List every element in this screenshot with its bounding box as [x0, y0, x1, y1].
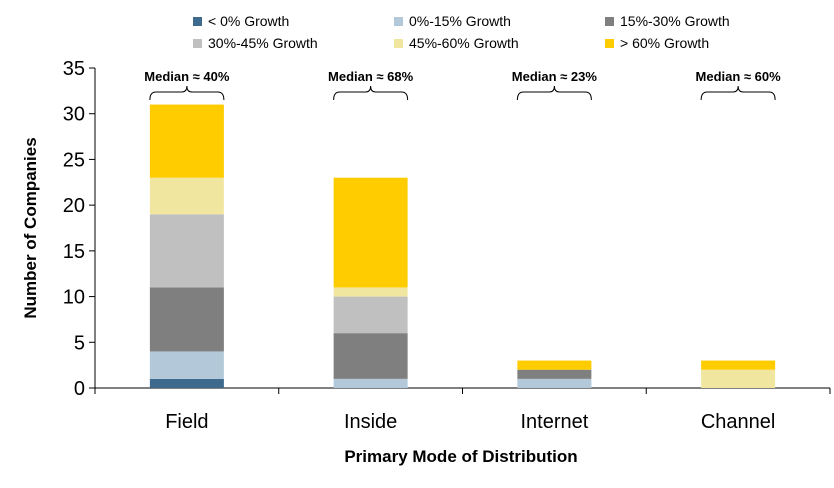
- annotations: Median ≈ 40% Median ≈ 68% Median ≈ 23% Medi…: [144, 69, 782, 101]
- legend-item-45-60: 45%-60% Growth: [394, 35, 519, 51]
- legend-label: > 60% Growth: [620, 35, 710, 51]
- legend-label: 45%-60% Growth: [409, 35, 519, 51]
- legend-item-lt0: < 0% Growth: [193, 13, 289, 29]
- bar-segment: [333, 287, 408, 297]
- median-brace: [149, 85, 225, 101]
- bar-segment: [149, 177, 224, 215]
- bar-segment: [701, 360, 776, 370]
- bar-segment: [333, 378, 408, 388]
- y-tick-label: 15: [63, 241, 85, 263]
- legend-swatch: [394, 16, 403, 26]
- legend-label: 0%-15% Growth: [409, 13, 511, 29]
- median-label: Median ≈ 68%: [328, 69, 414, 84]
- bar-segment: [517, 378, 592, 388]
- legend-swatch: [394, 38, 403, 48]
- x-tick-label: Internet: [520, 411, 588, 433]
- median-label: Median ≈ 40%: [144, 69, 230, 84]
- x-tick-label: Field: [165, 411, 208, 433]
- legend-label: < 0% Growth: [208, 13, 290, 29]
- median-brace: [700, 85, 776, 101]
- legend-swatch: [193, 16, 202, 26]
- median-brace: [516, 85, 592, 101]
- bar-segment: [517, 360, 592, 370]
- bar-segment: [333, 177, 408, 288]
- legend: < 0% Growth 0%-15% Growth 15%-30% Growth…: [193, 13, 793, 57]
- bar-segment: [149, 287, 224, 352]
- median-brace: [333, 85, 409, 101]
- y-tick-label: 0: [74, 378, 85, 400]
- bar-segment: [149, 104, 224, 178]
- y-tick-label: 30: [63, 104, 85, 126]
- bars: [149, 104, 776, 388]
- bar-segment: [333, 333, 408, 379]
- median-label: Median ≈ 60%: [696, 69, 782, 84]
- y-tick-label: 10: [63, 287, 85, 309]
- x-tick-label: Channel: [701, 411, 776, 433]
- legend-item-15-30: 15%-30% Growth: [605, 13, 730, 29]
- bar-segment: [333, 296, 408, 334]
- legend-item-30-45: 30%-45% Growth: [193, 35, 318, 51]
- bar-segment: [149, 351, 224, 379]
- bar-segment: [149, 214, 224, 288]
- bar-segment: [149, 378, 224, 388]
- median-label: Median ≈ 23%: [512, 69, 598, 84]
- axes: 0 5 10 15 20 25 30 35 Field Inside Internet Channel: [63, 58, 831, 433]
- legend-item-0-15: 0%-15% Growth: [394, 13, 511, 29]
- y-tick-label: 20: [63, 195, 85, 217]
- bar-segment: [701, 369, 776, 388]
- x-axis-title: Primary Mode of Distribution: [344, 447, 577, 466]
- y-tick-label: 25: [63, 149, 85, 171]
- legend-swatch: [605, 38, 614, 48]
- legend-label: 30%-45% Growth: [208, 35, 318, 51]
- legend-label: 15%-30% Growth: [620, 13, 730, 29]
- y-tick-label: 5: [74, 332, 85, 354]
- y-axis-title: Number of Companies: [21, 137, 40, 318]
- x-tick-label: Inside: [344, 411, 397, 433]
- legend-swatch: [193, 38, 202, 48]
- legend-swatch: [605, 16, 614, 26]
- y-tick-label: 35: [63, 58, 85, 80]
- legend-item-gt60: > 60% Growth: [605, 35, 709, 51]
- bar-segment: [517, 369, 592, 379]
